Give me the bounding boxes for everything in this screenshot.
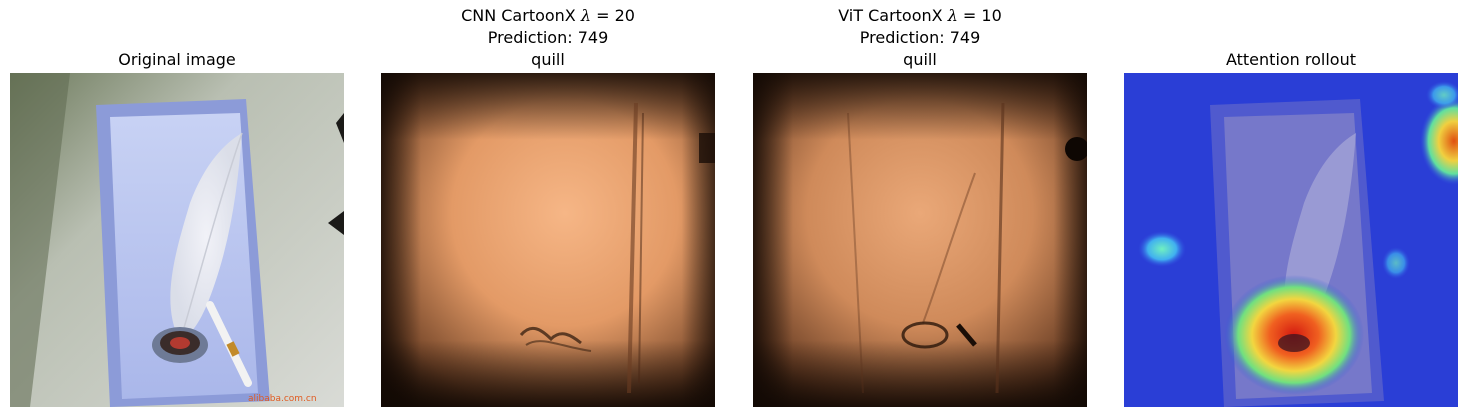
title-line-method: CNN CartoonX λ = 20 bbox=[351, 5, 745, 27]
title-line-prediction: Prediction: 749 bbox=[859, 28, 981, 47]
panel-title-vit: ViT CartoonX λ = 10 Prediction: 749 quil… bbox=[723, 5, 1117, 71]
title-line: Attention rollout bbox=[1225, 50, 1357, 69]
vit-cartoonx-image bbox=[753, 73, 1087, 407]
panel-attention-rollout: Attention rollout bbox=[1124, 0, 1458, 417]
title-line: Original image bbox=[118, 50, 236, 69]
panel-title-original: Original image bbox=[0, 49, 374, 71]
title-line-method: ViT CartoonX λ = 10 bbox=[723, 5, 1117, 27]
lambda-symbol: λ bbox=[580, 6, 591, 25]
original-image: alibaba.com.cn bbox=[10, 73, 344, 407]
panel-vit-cartoonx: ViT CartoonX λ = 10 Prediction: 749 quil… bbox=[753, 0, 1087, 417]
lambda-value: = 20 bbox=[591, 6, 635, 25]
title-line-class: quill bbox=[531, 50, 565, 69]
lambda-value: = 10 bbox=[957, 6, 1002, 25]
lambda-symbol: λ bbox=[947, 6, 958, 25]
title-line-class: quill bbox=[903, 50, 937, 69]
attention-rollout-image bbox=[1124, 73, 1458, 407]
title-method-text: CNN CartoonX bbox=[461, 6, 581, 25]
watermark-text: alibaba.com.cn bbox=[248, 394, 317, 404]
panel-title-cnn: CNN CartoonX λ = 20 Prediction: 749 quil… bbox=[351, 5, 745, 71]
cnn-cartoonx-image bbox=[381, 73, 715, 407]
panel-original: Original image bbox=[10, 0, 344, 417]
panel-title-attention: Attention rollout bbox=[1094, 49, 1467, 71]
title-method-text: ViT CartoonX bbox=[838, 6, 948, 25]
title-line-prediction: Prediction: 749 bbox=[487, 28, 609, 47]
panel-cnn-cartoonx: CNN CartoonX λ = 20 Prediction: 749 quil… bbox=[381, 0, 715, 417]
